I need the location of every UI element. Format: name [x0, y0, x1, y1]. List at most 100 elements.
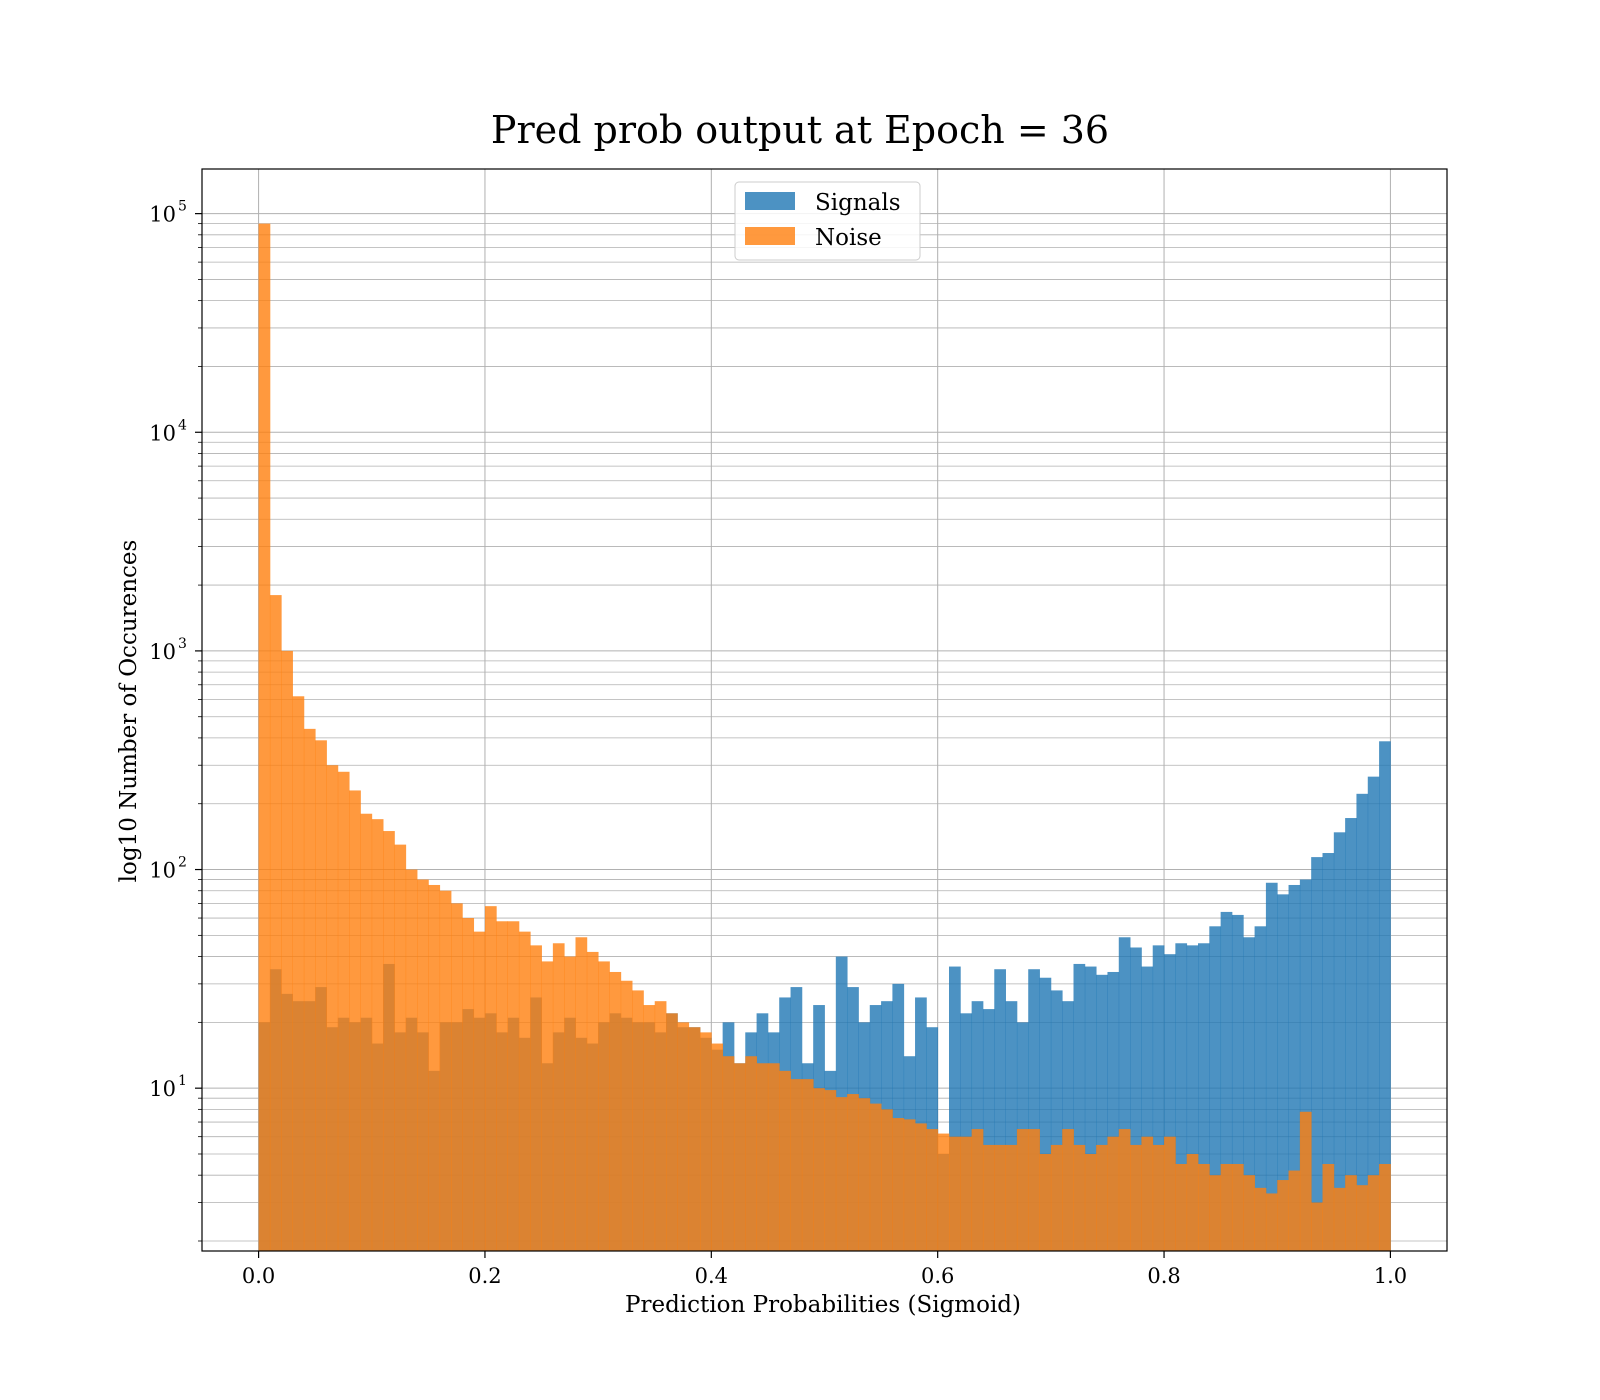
bar-noise — [1220, 1163, 1233, 1251]
bar-noise — [462, 918, 475, 1251]
bar-signals — [1152, 945, 1165, 1251]
bar-noise — [949, 1136, 961, 1251]
legend-label-noise: Noise — [815, 225, 882, 251]
bar-noise — [835, 1097, 848, 1251]
bar-noise — [1130, 1144, 1142, 1251]
bar-noise — [541, 961, 554, 1251]
bar-noise — [383, 831, 395, 1251]
bar-noise — [869, 1103, 882, 1251]
bar-signals — [1277, 894, 1289, 1251]
bar-signals — [971, 1001, 984, 1251]
bar-noise — [484, 906, 497, 1251]
bar-noise — [258, 223, 271, 1251]
legend-label-signals: Signals — [815, 190, 901, 216]
bar-signals — [1322, 853, 1335, 1251]
bar-signals — [1073, 963, 1086, 1251]
bar-noise — [1152, 1144, 1165, 1251]
bar-noise — [1265, 1193, 1278, 1251]
bar-noise — [1175, 1163, 1188, 1251]
bar-noise — [847, 1094, 859, 1251]
bar-signals — [1345, 818, 1357, 1251]
x-tick-label: 0.6 — [921, 1264, 954, 1288]
x-tick-label: 0.0 — [242, 1264, 275, 1288]
bar-noise — [1322, 1163, 1335, 1251]
bar-noise — [518, 931, 531, 1251]
bar-signals — [960, 1013, 973, 1251]
bar-noise — [790, 1079, 803, 1251]
y-tick-label: 10 — [149, 640, 176, 664]
bar-noise — [292, 696, 305, 1251]
bar-signals — [949, 966, 961, 1251]
bar-noise — [1333, 1187, 1346, 1251]
bar-noise — [1186, 1153, 1199, 1251]
y-tick-label: 10 — [149, 421, 176, 445]
bar-noise — [1311, 1202, 1323, 1251]
x-tick-label: 0.2 — [468, 1264, 501, 1288]
bar-noise — [1288, 1170, 1301, 1251]
bar-noise — [417, 879, 429, 1251]
bar-noise — [1277, 1180, 1289, 1251]
x-axis-ticks: 0.0 0.2 0.4 0.6 0.8 1.0 — [242, 1251, 1407, 1288]
bar-signals — [1039, 977, 1052, 1251]
series-noise — [258, 223, 1391, 1251]
bar-noise — [1141, 1136, 1154, 1251]
y-tick-exponent: 3 — [178, 636, 187, 652]
bar-noise — [711, 1043, 724, 1251]
bar-noise — [1299, 1111, 1312, 1251]
bar-noise — [1073, 1144, 1086, 1251]
bar-noise — [1345, 1175, 1357, 1251]
bar-noise — [937, 1133, 950, 1251]
bar-signals — [1209, 926, 1222, 1251]
bar-noise — [360, 813, 373, 1251]
bar-noise — [915, 1123, 927, 1251]
bar-noise — [405, 869, 418, 1251]
bar-noise — [552, 943, 565, 1251]
bar-noise — [688, 1027, 701, 1251]
bar-noise — [1367, 1175, 1380, 1251]
bar-noise — [654, 1001, 667, 1251]
bar-noise — [756, 1063, 769, 1251]
bar-noise — [1164, 1136, 1176, 1251]
bar-noise — [971, 1129, 984, 1251]
bar-signals — [1050, 990, 1063, 1251]
bar-signals — [1107, 971, 1120, 1251]
bar-noise — [1254, 1187, 1267, 1251]
x-tick-label: 1.0 — [1374, 1264, 1407, 1288]
bar-noise — [1039, 1153, 1052, 1251]
bar-noise — [813, 1088, 825, 1251]
legend-swatch-signals — [745, 192, 795, 210]
bar-signals — [1288, 884, 1301, 1251]
legend-swatch-noise — [745, 227, 795, 245]
bar-signals — [1084, 966, 1097, 1251]
bar-noise — [779, 1070, 791, 1251]
bar-noise — [371, 819, 384, 1251]
bar-signals — [1243, 937, 1255, 1251]
bar-signals — [1220, 911, 1233, 1251]
bar-signals — [1356, 793, 1369, 1251]
bar-noise — [620, 980, 633, 1251]
bar-signals — [1379, 741, 1391, 1251]
bar-signals — [1130, 947, 1142, 1251]
bar-noise — [315, 740, 327, 1251]
bar-noise — [326, 765, 339, 1251]
y-tick-label: 10 — [149, 203, 176, 227]
bar-noise — [982, 1144, 995, 1251]
bar-noise — [1062, 1129, 1074, 1251]
y-tick-exponent: 4 — [178, 417, 187, 433]
bars — [258, 223, 1391, 1251]
bar-signals — [1198, 943, 1210, 1251]
bar-noise — [700, 1032, 712, 1251]
bar-noise — [801, 1079, 814, 1251]
y-tick-label: 10 — [149, 859, 176, 883]
bar-noise — [824, 1090, 837, 1251]
y-tick-label: 10 — [149, 1077, 176, 1101]
bar-noise — [745, 1056, 757, 1251]
bar-signals — [1265, 882, 1278, 1251]
bar-noise — [303, 728, 316, 1251]
bar-noise — [994, 1144, 1006, 1251]
bar-signals — [1254, 926, 1267, 1251]
bar-signals — [1311, 857, 1323, 1251]
bar-signals — [892, 983, 905, 1251]
bar-noise — [1356, 1185, 1369, 1251]
